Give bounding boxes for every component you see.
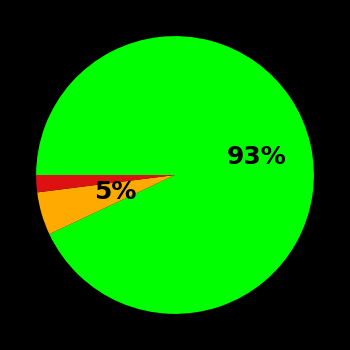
Wedge shape	[36, 175, 175, 192]
Text: 5%: 5%	[94, 181, 136, 204]
Wedge shape	[36, 36, 314, 314]
Wedge shape	[37, 175, 175, 234]
Text: 93%: 93%	[226, 145, 286, 169]
